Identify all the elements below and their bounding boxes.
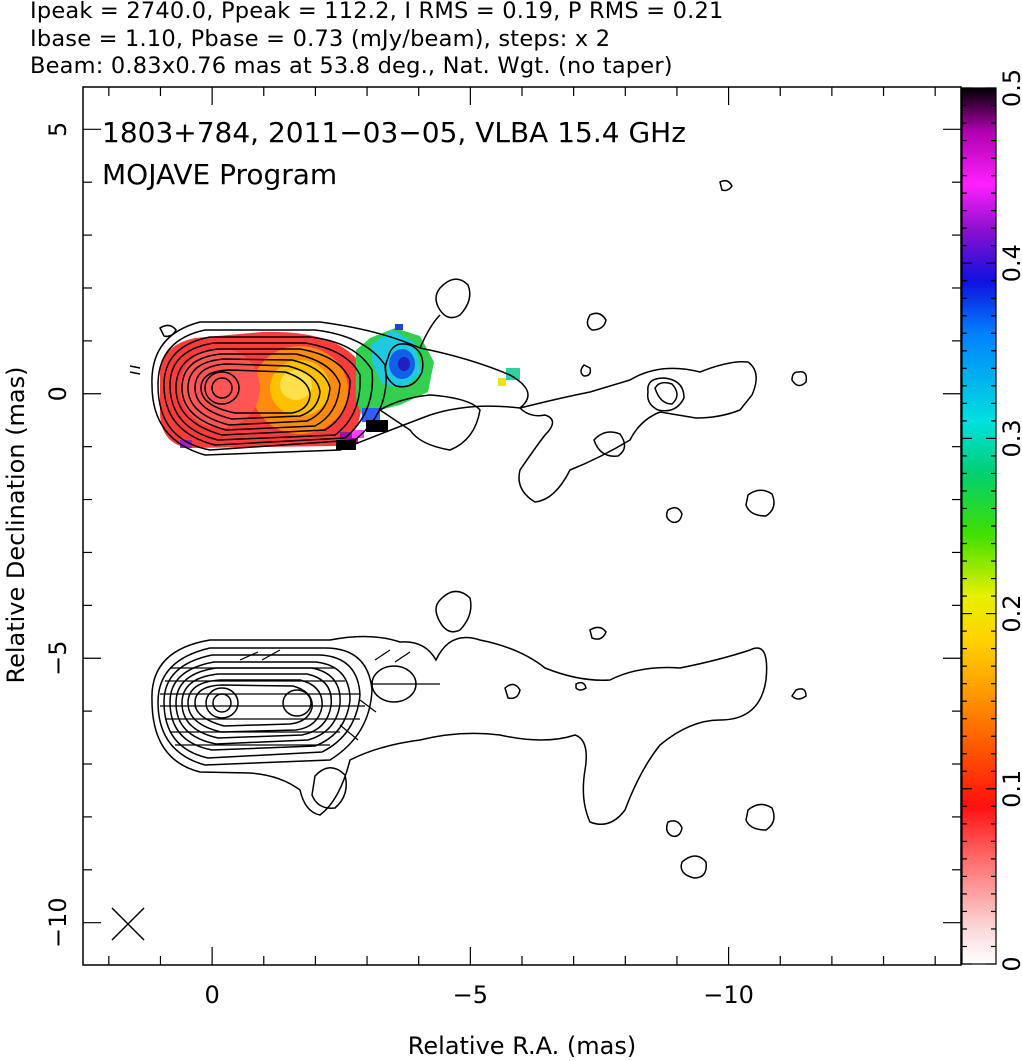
colorbar-ticks (962, 87, 996, 965)
colorbar-tick-label: 0.4 (998, 244, 1022, 282)
beam-cross (111, 907, 145, 941)
evpa-vectors (160, 649, 440, 746)
plot-frame (82, 86, 962, 966)
colorbar-tick-label: 0.5 (998, 69, 1022, 107)
y-axis-label: Relative Declination (mas) (2, 366, 30, 683)
upper-intensity-contours (129, 179, 808, 524)
header-line-1: Ipeak = 2740.0, Ppeak = 112.2, I RMS = 0… (30, 0, 724, 24)
y-tick-label: −5 (44, 641, 72, 676)
header-line-3: Beam: 0.83x0.76 mas at 53.8 deg., Nat. W… (30, 53, 673, 79)
colorbar-tick-label: 0.3 (998, 419, 1022, 457)
colorbar (962, 88, 996, 964)
colorbar-tick-labels: 0 0.1 0.2 0.3 0.4 0.5 (998, 69, 1022, 972)
y-tick-labels: 5 0 −5 −10 (44, 122, 72, 948)
x-tick-label: −10 (703, 981, 754, 1009)
lower-intensity-contours (151, 590, 807, 879)
map-title-line1: 1803+784, 2011−03−05, VLBA 15.4 GHz (102, 116, 686, 149)
colorbar-tick-label: 0.2 (998, 595, 1022, 633)
y-tick-label: 0 (44, 386, 72, 401)
x-tick-labels: 0 −5 −10 (204, 981, 753, 1009)
x-axis-label: Relative R.A. (mas) (408, 1032, 636, 1060)
axis-ticks (83, 87, 961, 965)
header-line-2: Ibase = 1.10, Pbase = 0.73 (mJy/beam), s… (30, 26, 611, 52)
x-tick-label: 0 (204, 981, 219, 1009)
colorbar-tick-label: 0 (998, 956, 1022, 971)
x-tick-label: −5 (453, 981, 488, 1009)
y-tick-label: −10 (44, 897, 72, 948)
y-tick-label: 5 (44, 122, 72, 137)
map-title-line2: MOJAVE Program (102, 158, 337, 191)
colorbar-tick-label: 0.1 (998, 770, 1022, 808)
